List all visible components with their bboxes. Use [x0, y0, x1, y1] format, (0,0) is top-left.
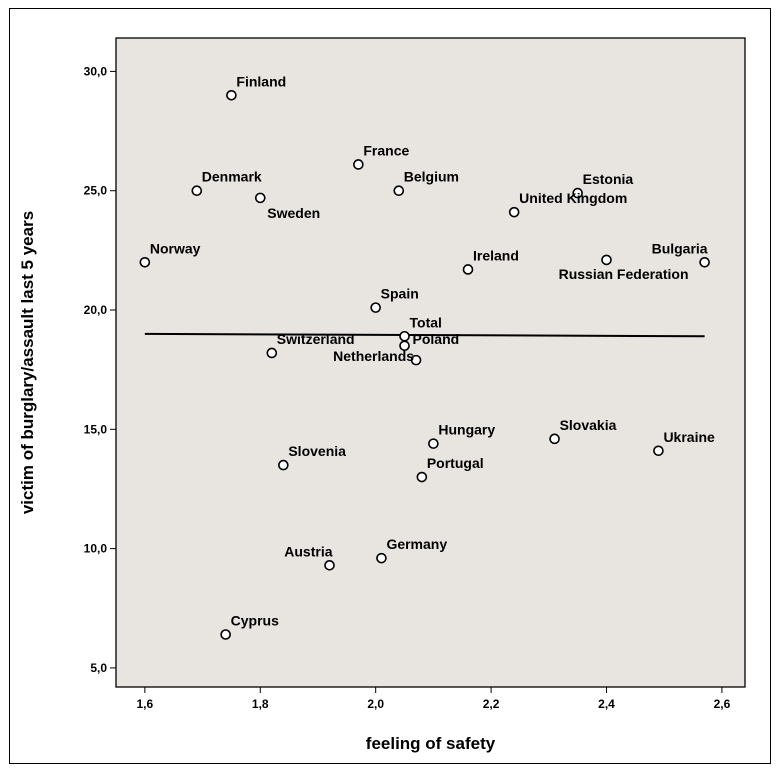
plot-area — [115, 37, 746, 688]
x-tick-label: 2,4 — [598, 697, 615, 711]
x-axis-title: feeling of safety — [366, 734, 496, 753]
label-cyprus: Cyprus — [231, 613, 279, 629]
point-bulgaria — [699, 256, 710, 268]
label-portugal: Portugal — [427, 455, 484, 471]
x-tick-label: 1,6 — [137, 697, 154, 711]
label-bulgaria: Bulgaria — [652, 240, 708, 256]
point-finland — [226, 89, 237, 101]
point-spain — [370, 302, 381, 313]
label-slovenia: Slovenia — [288, 443, 346, 459]
label-russian-federation: Russian Federation — [559, 266, 689, 282]
y-tick-label: 20,0 — [84, 303, 108, 317]
x-tick-label: 2,0 — [367, 697, 384, 711]
y-tick-label: 25,0 — [84, 184, 108, 198]
label-germany: Germany — [386, 536, 447, 552]
point-switzerland — [266, 347, 278, 359]
point-belgium — [393, 185, 405, 197]
point-labels: Finland France Denmark Sweden Belgium Estonia… — [150, 73, 715, 628]
reference-line — [144, 332, 705, 338]
point-germany — [376, 552, 387, 564]
label-denmark: Denmark — [202, 169, 262, 185]
point-ukraine — [653, 445, 664, 457]
label-belgium: Belgium — [404, 169, 459, 185]
label-estonia: Estonia — [583, 171, 634, 187]
label-poland: Poland — [413, 331, 460, 347]
label-ireland: Ireland — [473, 247, 519, 263]
y-axis: 5,0 10,0 15,0 20,0 25,0 30,0 — [84, 64, 116, 675]
y-tick-label: 5,0 — [90, 661, 107, 675]
label-switzerland: Switzerland — [277, 331, 355, 347]
label-total: Total — [410, 314, 442, 330]
label-sweden: Sweden — [267, 205, 320, 221]
label-hungary: Hungary — [438, 422, 495, 438]
point-norway — [139, 256, 151, 268]
point-netherlands — [410, 354, 422, 366]
label-united-kingdom: United Kingdom — [519, 190, 627, 206]
label-slovakia: Slovakia — [560, 417, 617, 433]
y-axis-title: victim of burglary/assault last 5 years — [18, 211, 37, 514]
point-estonia — [572, 187, 583, 199]
data-points — [139, 89, 710, 640]
point-denmark — [191, 185, 203, 197]
y-tick-label: 30,0 — [84, 64, 108, 78]
x-tick-label: 2,2 — [483, 697, 500, 711]
point-united-kingdom — [508, 206, 520, 218]
point-slovenia — [278, 459, 289, 471]
point-ireland — [462, 264, 474, 275]
y-tick-label: 10,0 — [84, 542, 108, 556]
point-portugal — [416, 471, 428, 483]
point-sweden — [254, 192, 266, 204]
point-poland — [399, 340, 410, 352]
point-cyprus — [220, 629, 231, 640]
point-austria — [324, 560, 335, 571]
label-spain: Spain — [381, 286, 419, 302]
label-ukraine: Ukraine — [663, 429, 715, 445]
label-finland: Finland — [236, 73, 286, 89]
x-axis: 1,6 1,8 2,0 2,2 2,4 2,6 — [137, 687, 731, 711]
label-norway: Norway — [150, 240, 201, 256]
x-tick-label: 2,6 — [714, 697, 731, 711]
point-slovakia — [549, 433, 560, 445]
point-total — [399, 330, 410, 342]
point-russian-federation — [601, 254, 612, 266]
point-france — [353, 159, 364, 170]
label-austria: Austria — [284, 543, 332, 559]
point-hungary — [428, 438, 439, 449]
y-tick-label: 15,0 — [84, 422, 108, 436]
label-netherlands: Netherlands — [333, 348, 414, 364]
label-france: France — [363, 142, 409, 158]
x-tick-label: 1,8 — [252, 697, 269, 711]
